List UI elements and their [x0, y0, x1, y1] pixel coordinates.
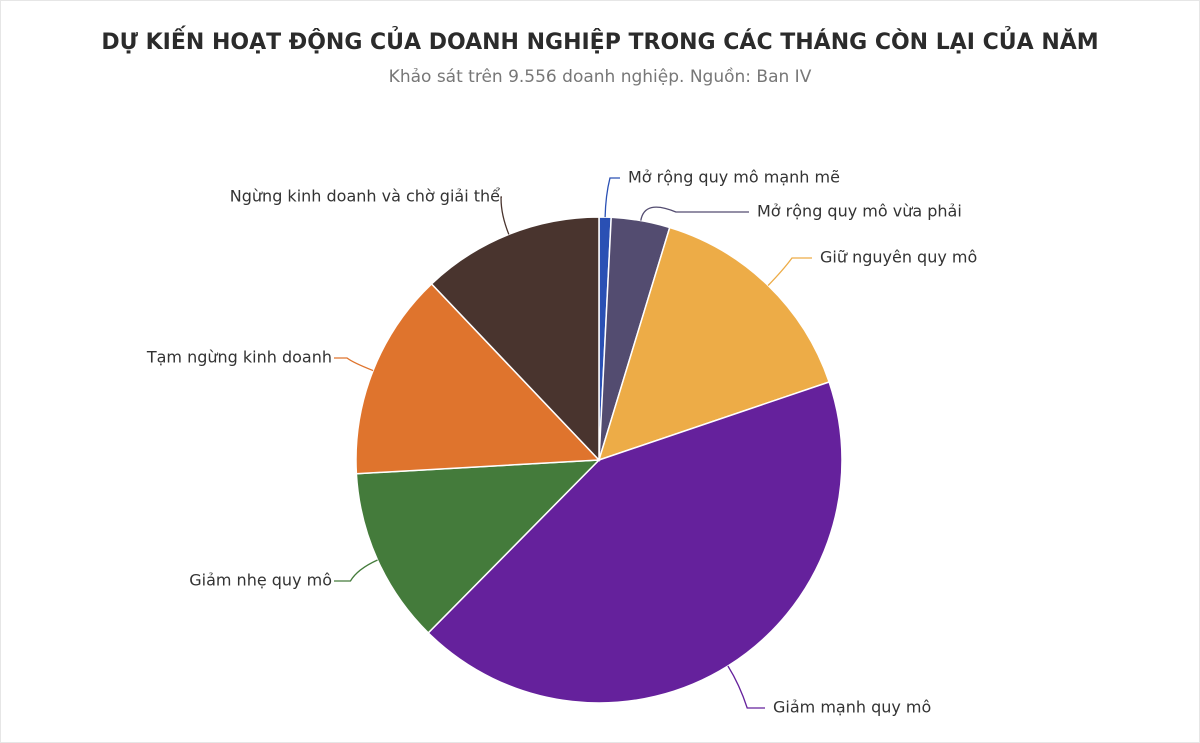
slice-label: Ngừng kinh doanh và chờ giải thể [230, 187, 500, 206]
leader-line [500, 196, 510, 235]
leader-line [334, 357, 374, 372]
slice-label: Giảm mạnh quy mô [773, 698, 931, 717]
leader-line [604, 177, 620, 218]
leader-line [334, 559, 378, 582]
slice-label: Tạm ngừng kinh doanh [146, 348, 332, 367]
slice-label: Giảm nhẹ quy mô [189, 571, 332, 590]
pie-slice [430, 216, 600, 462]
slice-label: Giữ nguyên quy mô [820, 248, 977, 267]
slice-label: Mở rộng quy mô mạnh mẽ [628, 168, 840, 187]
pie-slice [597, 226, 831, 462]
slice-label: Mở rộng quy mô vừa phải [757, 202, 962, 221]
leader-line [767, 257, 812, 286]
pie-slice [355, 282, 601, 475]
leader-line [640, 206, 749, 221]
pie-slice [427, 381, 843, 704]
leader-line [727, 665, 765, 709]
chart-title: DỰ KIẾN HOẠT ĐỘNG CỦA DOANH NGHIỆP TRONG… [101, 26, 1098, 55]
chart-subtitle: Khảo sát trên 9.556 doanh nghiệp. Nguồn:… [389, 66, 812, 87]
